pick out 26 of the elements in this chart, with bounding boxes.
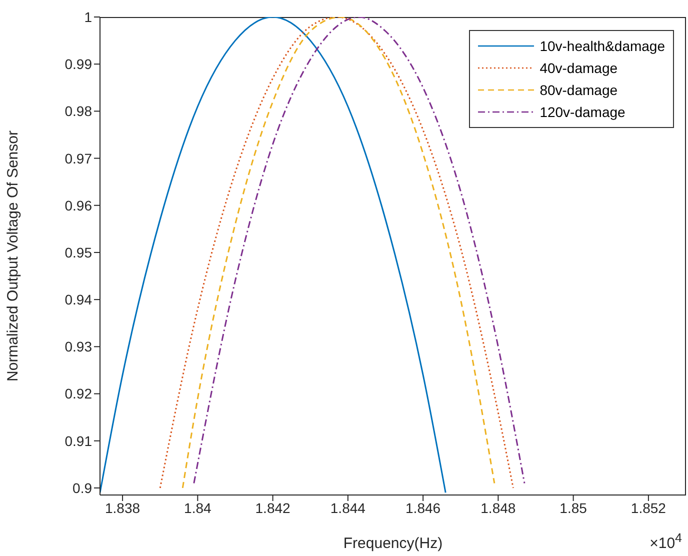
legend-label: 80v-damage [540, 82, 618, 98]
x-tick-label: 1.842 [255, 500, 291, 516]
text: ×10$^{4}$ [650, 531, 682, 552]
y-tick-label: 0.94 [64, 292, 92, 308]
x-axis-title: Frequency(Hz) [343, 535, 443, 552]
x-tick-label: 1.846 [406, 500, 441, 516]
x-tick-label: 1.84 [184, 500, 212, 516]
y-axis-title: Normalized Output Voltage Of Sensor [4, 130, 22, 382]
x-tick-label: 1.85 [560, 500, 588, 516]
x-tick-label: 1.844 [330, 500, 366, 516]
y-tick-label: 0.99 [64, 56, 92, 72]
legend-label: 40v-damage [540, 60, 618, 76]
y-tick-label: 0.91 [64, 432, 92, 449]
y-tick-label: 0.93 [64, 338, 92, 355]
y-tick-label: 0.9 [72, 480, 92, 496]
y-tick-label: 0.97 [64, 150, 92, 166]
y-tick-label: 0.92 [64, 386, 92, 402]
legend-label: 10v-health&damage [540, 38, 665, 54]
x-tick-label: 1.838 [105, 500, 140, 516]
y-tick-label: 0.95 [64, 244, 92, 260]
legend-label: 120v-damage [540, 104, 626, 120]
y-tick-label: 0.98 [64, 103, 92, 120]
y-tick-label: 0.96 [64, 197, 92, 214]
x-tick-label: 1.848 [480, 500, 516, 516]
x-tick-label: 1.852 [630, 500, 666, 516]
y-tick-label: 1 [84, 8, 92, 25]
